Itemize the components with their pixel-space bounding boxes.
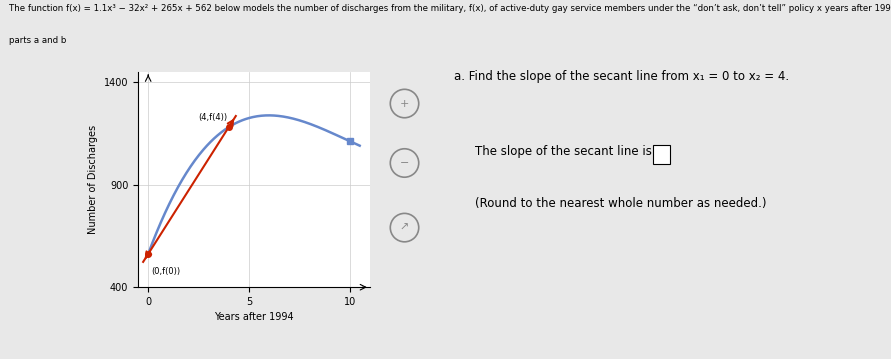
Text: The function f(x) = 1.1x³ − 32x² + 265x + 562 below models the number of dischar: The function f(x) = 1.1x³ − 32x² + 265x … xyxy=(9,4,891,13)
Text: ↗: ↗ xyxy=(400,223,409,233)
FancyBboxPatch shape xyxy=(653,145,670,164)
Text: (0,f(0)): (0,f(0)) xyxy=(151,267,180,276)
Text: (Round to the nearest whole number as needed.): (Round to the nearest whole number as ne… xyxy=(476,197,767,210)
Text: −: − xyxy=(400,158,409,168)
X-axis label: Years after 1994: Years after 1994 xyxy=(214,312,294,322)
Text: (4,f(4)): (4,f(4)) xyxy=(199,113,228,122)
Text: +: + xyxy=(400,98,409,108)
Text: a. Find the slope of the secant line from x₁ = 0 to x₂ = 4.: a. Find the slope of the secant line fro… xyxy=(454,70,789,83)
Y-axis label: Number of Discharges: Number of Discharges xyxy=(88,125,98,234)
Text: parts a and b: parts a and b xyxy=(9,36,66,45)
Text: The slope of the secant line is: The slope of the secant line is xyxy=(476,145,656,158)
